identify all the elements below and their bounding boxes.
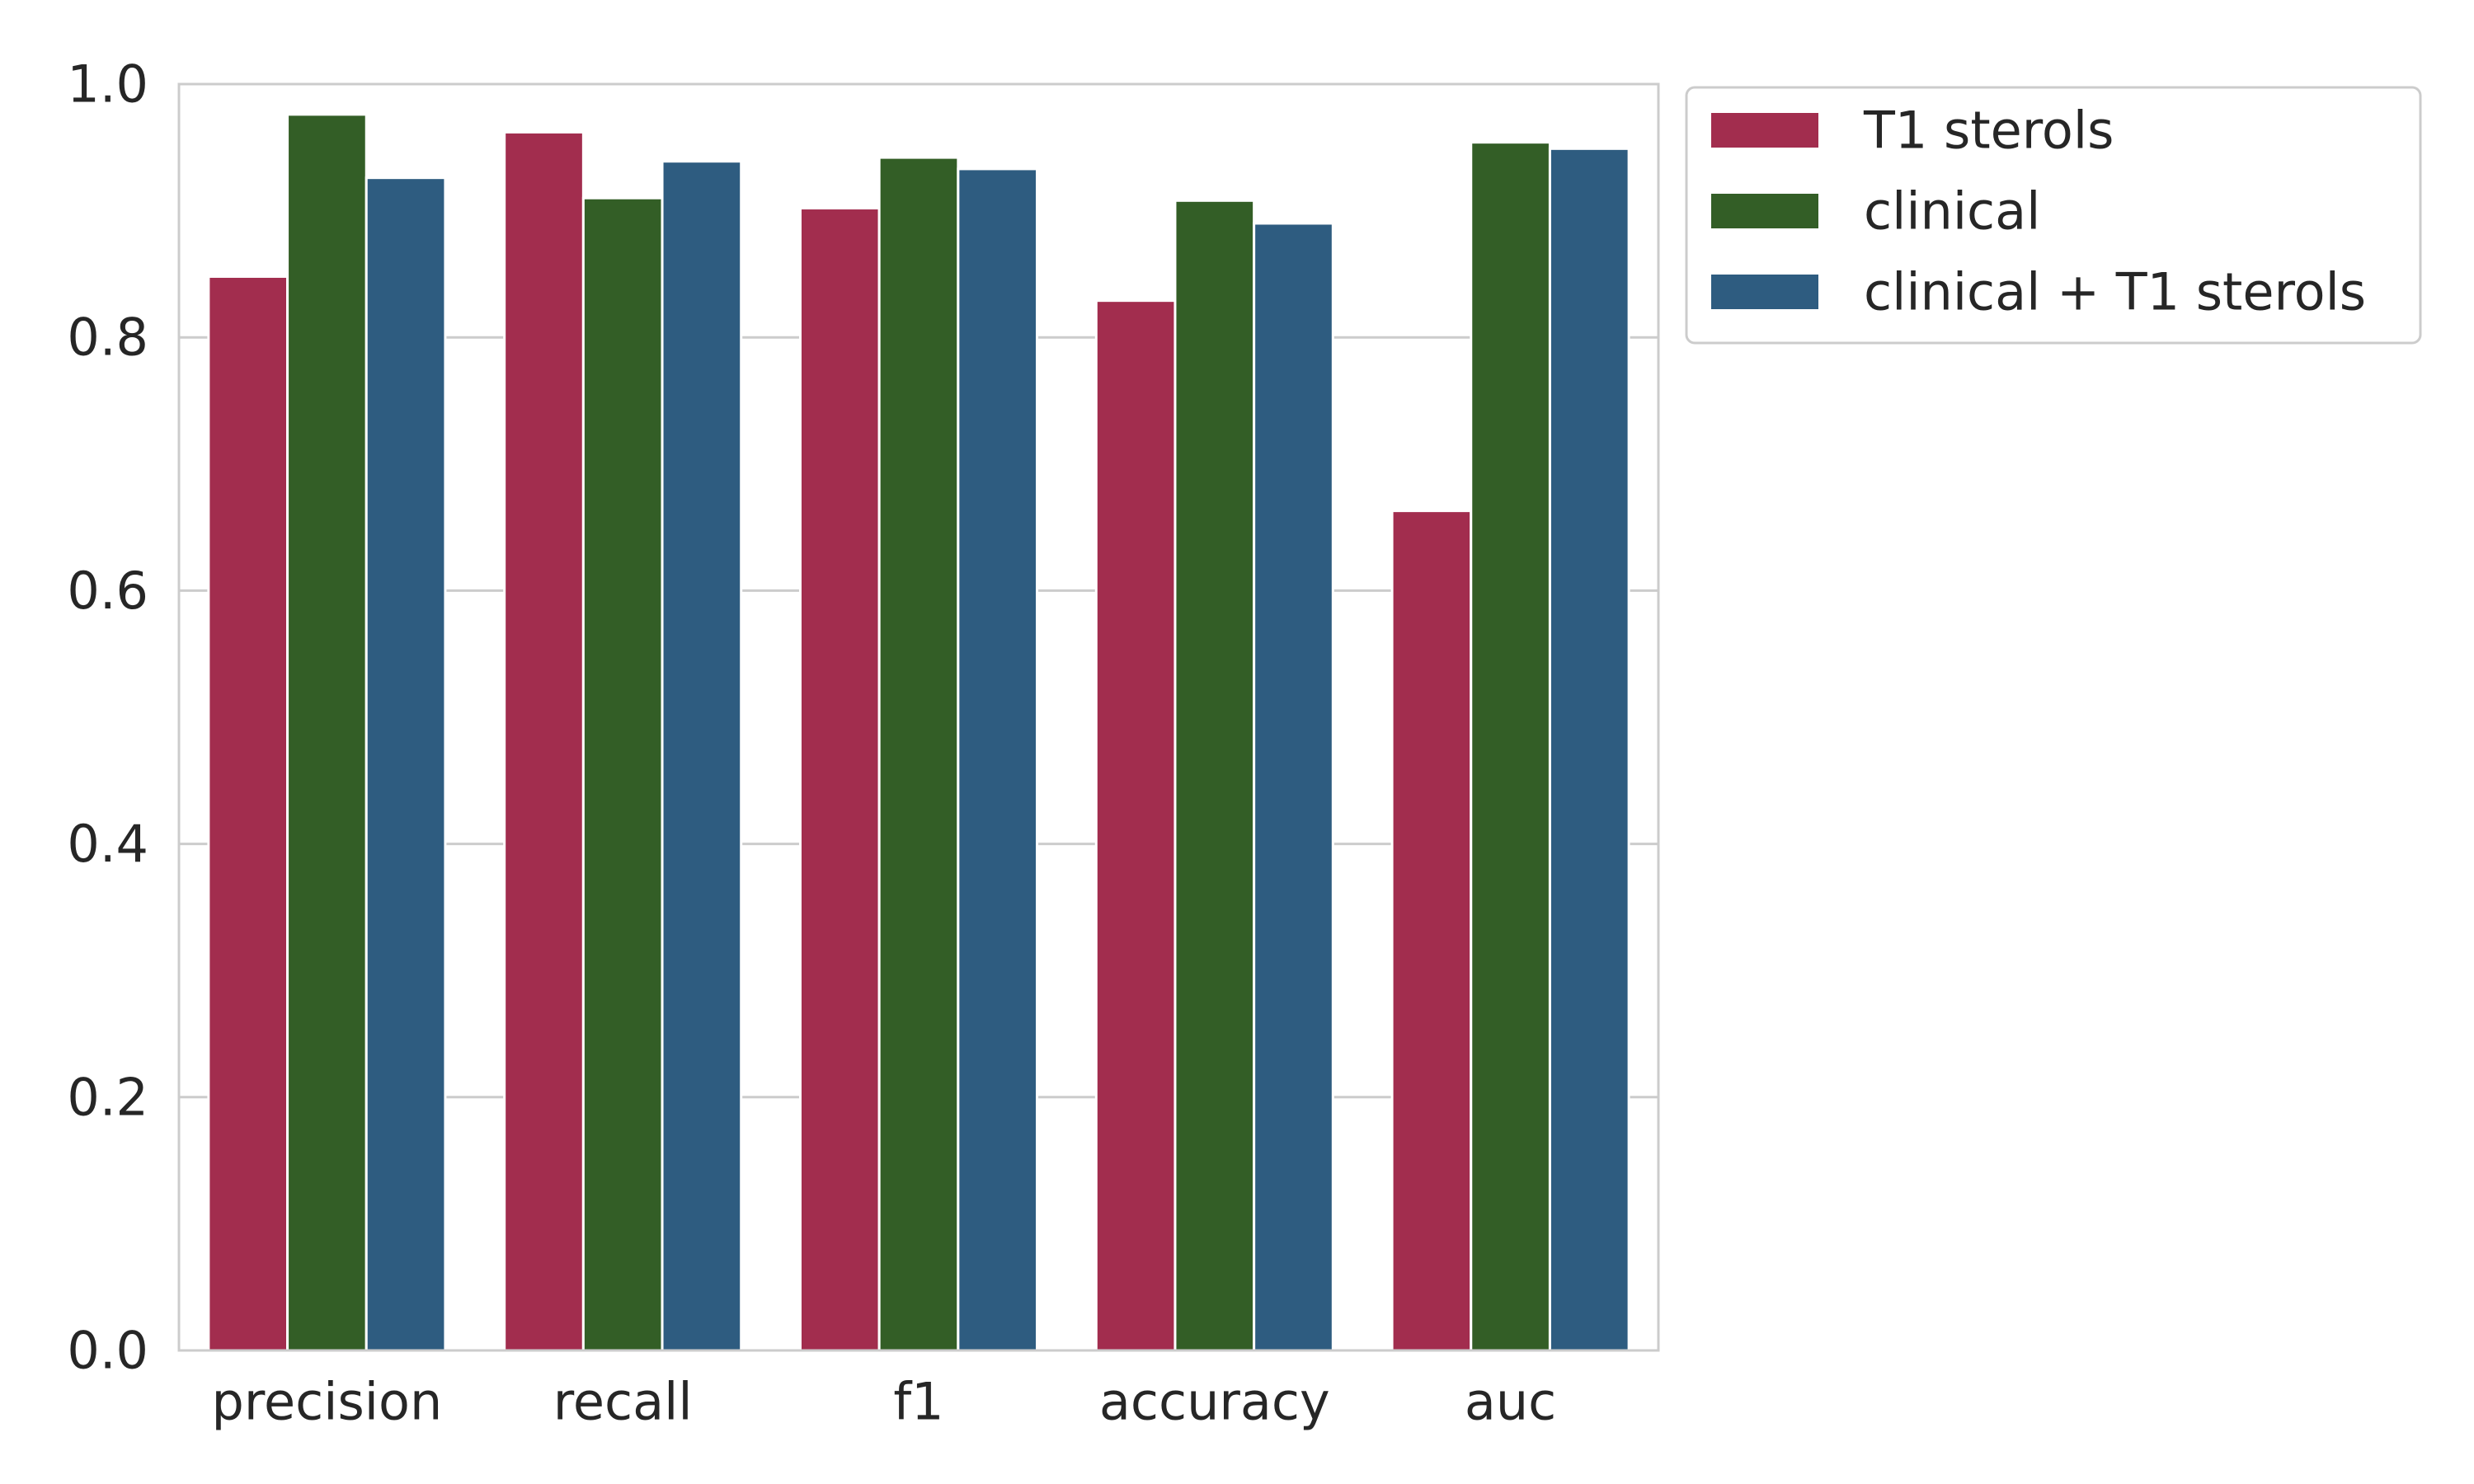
legend-label: clinical bbox=[1864, 181, 2040, 242]
y-tick-label: 0.6 bbox=[67, 561, 148, 621]
x-tick-label: precision bbox=[212, 1372, 443, 1432]
y-tick-label: 0.4 bbox=[67, 814, 148, 874]
legend-swatch bbox=[1711, 194, 1818, 228]
bar-accuracy-t1-sterols bbox=[1094, 299, 1177, 1352]
bars bbox=[207, 113, 1630, 1352]
bar-precision-clinical-t1-sterols bbox=[365, 176, 447, 1352]
bar-precision-clinical bbox=[286, 113, 368, 1352]
legend-swatch bbox=[1711, 275, 1818, 309]
y-tick-label: 1.0 bbox=[67, 54, 148, 115]
legend-swatch bbox=[1711, 113, 1818, 148]
legend-label: T1 sterols bbox=[1863, 101, 2114, 161]
y-tick-label: 0.0 bbox=[67, 1321, 148, 1381]
bar-recall-t1-sterols bbox=[503, 130, 585, 1352]
plot-frame bbox=[177, 82, 1660, 1352]
y-axis-tick-labels: 0.0 0.2 0.4 0.6 0.8 1.0 bbox=[67, 54, 148, 1381]
bar-f1-t1-sterols bbox=[798, 207, 881, 1352]
y-tick-label: 0.2 bbox=[67, 1067, 148, 1127]
legend: T1 sterols clinical clinical + T1 sterols bbox=[1685, 86, 2422, 345]
bar-accuracy-clinical-t1-sterols bbox=[1253, 222, 1334, 1352]
bar-f1-clinical bbox=[877, 156, 960, 1352]
y-tick-label: 0.8 bbox=[67, 308, 148, 368]
bar-auc-t1-sterols bbox=[1390, 510, 1473, 1352]
x-tick-label: recall bbox=[553, 1372, 693, 1432]
bar-accuracy-clinical bbox=[1174, 199, 1256, 1352]
x-tick-label: accuracy bbox=[1099, 1372, 1330, 1432]
bar-auc-clinical-t1-sterols bbox=[1548, 147, 1630, 1352]
legend-frame bbox=[1685, 86, 2422, 345]
bar-auc-clinical bbox=[1470, 141, 1551, 1352]
bar-f1-clinical-t1-sterols bbox=[957, 167, 1039, 1352]
x-axis-tick-labels: precision recall f1 accuracy auc bbox=[212, 1372, 1557, 1432]
bar-recall-clinical-t1-sterols bbox=[661, 160, 743, 1352]
x-tick-label: auc bbox=[1465, 1372, 1556, 1432]
legend-label: clinical + T1 sterols bbox=[1864, 262, 2366, 322]
x-tick-label: f1 bbox=[893, 1372, 943, 1432]
bar-recall-clinical bbox=[581, 196, 664, 1352]
bar-precision-t1-sterols bbox=[207, 275, 289, 1352]
